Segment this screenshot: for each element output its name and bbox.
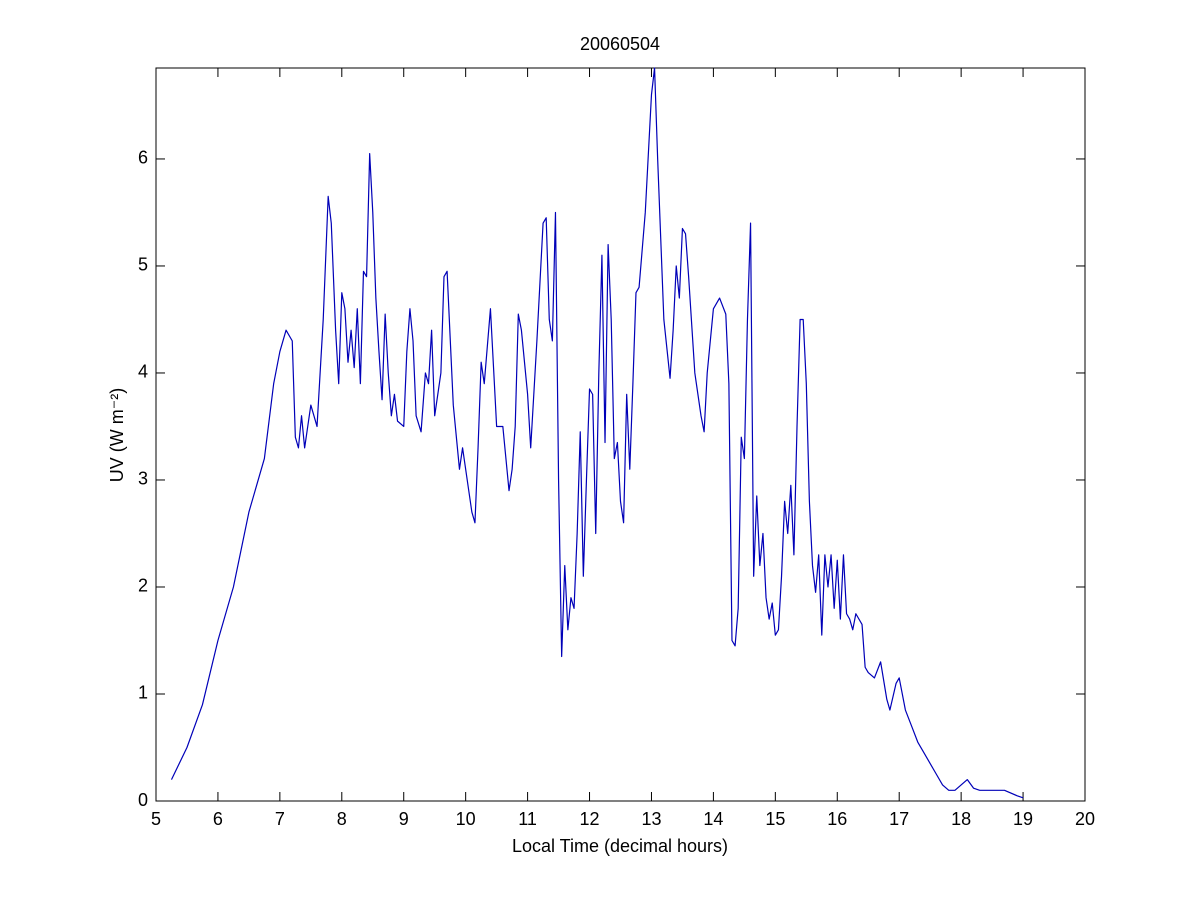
y-axis-label: UV (W m⁻²): [107, 388, 127, 482]
y-tick-label: 0: [138, 790, 148, 810]
x-tick-label: 13: [641, 809, 661, 829]
x-tick-label: 11: [518, 809, 537, 829]
x-tick-label: 12: [580, 809, 600, 829]
x-tick-label: 6: [213, 809, 223, 829]
y-tick-label: 1: [138, 683, 148, 703]
y-tick-label: 4: [138, 362, 148, 382]
data-line: [170, 67, 1024, 799]
x-tick-label: 16: [827, 809, 847, 829]
chart-title: 20060504: [580, 34, 660, 54]
x-tick-label: 15: [765, 809, 785, 829]
x-tick-label: 17: [889, 809, 909, 829]
x-tick-label: 18: [951, 809, 971, 829]
x-tick-label: 20: [1075, 809, 1095, 829]
y-tick-label: 3: [138, 469, 148, 489]
x-tick-label: 5: [151, 809, 161, 829]
y-tick-label: 2: [138, 576, 148, 596]
x-tick-label: 7: [275, 809, 285, 829]
x-tick-label: 8: [337, 809, 347, 829]
plot-frame: [155, 67, 1086, 802]
x-axis-label: Local Time (decimal hours): [512, 836, 728, 856]
x-tick-label: 9: [399, 809, 409, 829]
x-tick-label: 14: [703, 809, 723, 829]
x-tick-label: 10: [456, 809, 476, 829]
x-tick-label: 19: [1013, 809, 1033, 829]
y-tick-label: 6: [138, 148, 148, 168]
y-tick-label: 5: [138, 255, 148, 275]
